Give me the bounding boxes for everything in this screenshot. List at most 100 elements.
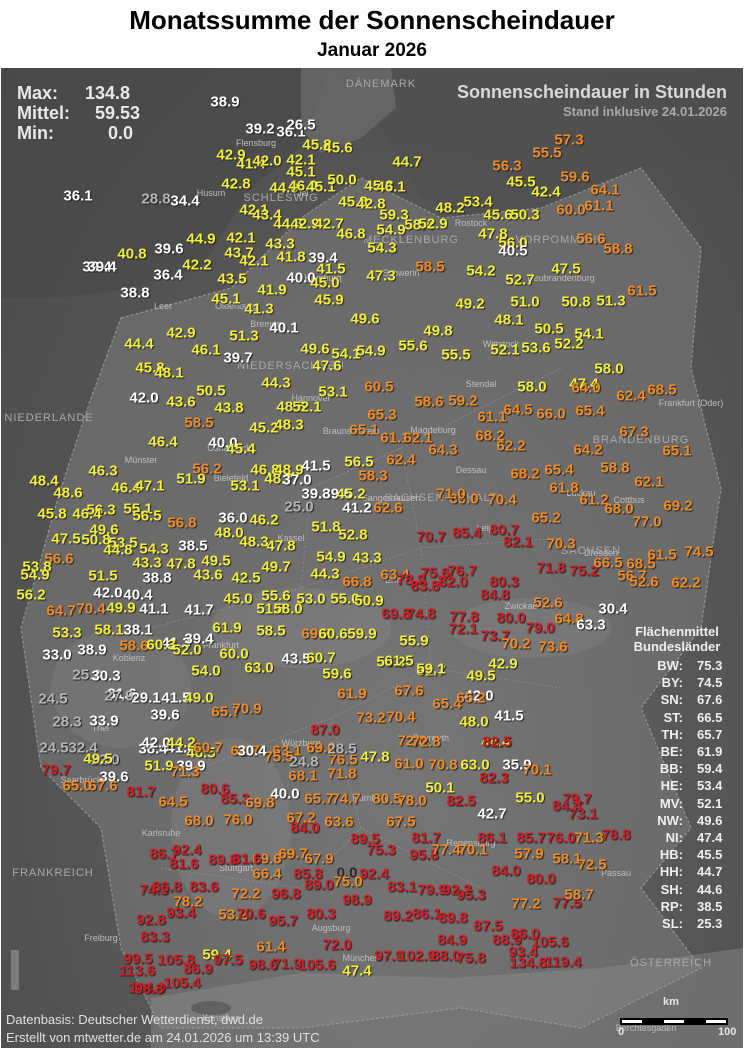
place-label: Braunschweig <box>322 426 380 436</box>
station-value: 59.6 <box>322 665 352 683</box>
station-value: 52.2 <box>554 335 584 353</box>
station-value: 45.5 <box>506 173 536 191</box>
station-value: 45.1 <box>286 163 316 181</box>
station-value: 42.2 <box>182 256 212 274</box>
place-label: Osnabrück <box>207 443 251 453</box>
station-value: 28.3 <box>52 713 82 731</box>
station-value: 58.0 <box>517 378 547 396</box>
station-value: 51.9 <box>176 470 206 488</box>
station-value: 84.9 <box>437 931 467 949</box>
station-value: 86.9 <box>183 960 213 978</box>
station-value: 97.9 <box>374 947 404 965</box>
place-label: Kiel <box>293 188 309 198</box>
station-value: 49.5 <box>466 667 496 685</box>
station-value: 65.3 <box>367 406 397 424</box>
station-value: 82.5 <box>482 733 512 751</box>
region-label: MECKLENBURG <box>363 234 459 246</box>
region-label: BRANDENBURG <box>592 434 690 446</box>
station-value: 56.3 <box>492 157 522 175</box>
station-value: 40.0 <box>270 785 300 803</box>
station-value: 48.0 <box>214 524 244 542</box>
station-value: 41.3 <box>244 300 274 318</box>
station-value: 61.9 <box>337 685 367 703</box>
station-value: 42.5 <box>231 569 261 587</box>
station-value: 50.8 <box>561 293 591 311</box>
station-value: 52.1 <box>292 398 322 416</box>
legend-value: 44.6 <box>697 881 723 897</box>
station-value: 79.0 <box>525 619 555 637</box>
station-value: 76.7 <box>447 562 477 580</box>
station-value: 71.3 <box>574 829 604 847</box>
station-value: 78.8 <box>601 826 631 844</box>
station-value: 84.0 <box>491 862 521 880</box>
station-value: 42.0 <box>464 687 494 705</box>
station-value: 52.1 <box>490 341 520 359</box>
station-value: 58.5 <box>256 622 286 640</box>
station-value: 50.3 <box>510 206 540 224</box>
station-value: 48.2 <box>435 199 465 217</box>
station-value: 52.9 <box>418 215 448 233</box>
station-value: 0.0 <box>336 864 358 882</box>
station-value: 66.5 <box>593 554 623 572</box>
legend-value: 61.9 <box>697 744 723 759</box>
station-value: 105.4 <box>163 974 201 992</box>
station-value: 29.1 <box>131 689 161 707</box>
station-value: 46.1 <box>191 341 221 359</box>
station-value: 58.3 <box>358 467 388 485</box>
station-value: 48.0 <box>459 713 489 731</box>
place-label: Passau <box>600 868 632 878</box>
station-value: 40.8 <box>117 245 147 263</box>
station-value: 39.6 <box>99 768 129 786</box>
station-value: 83.8 <box>410 577 440 595</box>
station-value: 59.3 <box>379 206 409 224</box>
station-value: 134.8 <box>509 954 547 972</box>
station-value: 56.5 <box>132 507 162 525</box>
station-value: 51.0 <box>510 293 540 311</box>
place-label: Flensburg <box>235 138 277 148</box>
place-label: Bremen <box>250 319 282 329</box>
legend-value: 75.3 <box>697 658 723 673</box>
station-value: 70.4 <box>487 491 517 509</box>
place-label: Stendal <box>465 379 497 389</box>
place-label: München <box>342 953 380 963</box>
station-value: 67.2 <box>286 809 316 827</box>
station-value: 56.2 <box>16 586 46 604</box>
legend-state: BE: <box>660 744 683 759</box>
station-value: 52.6 <box>533 594 563 612</box>
station-value: 79.7 <box>41 761 71 779</box>
mean-value: 59.53 <box>95 103 141 123</box>
station-value: 68.5 <box>647 381 677 399</box>
station-value: 74.3 <box>139 881 169 899</box>
station-value: 45.1 <box>306 178 336 196</box>
place-label: Dresden <box>583 548 619 558</box>
station-value: 57.3 <box>554 131 584 149</box>
station-value: 64.5 <box>503 401 533 419</box>
station-value: 59.1 <box>416 660 446 678</box>
station-value: 86.1 <box>477 829 507 847</box>
station-value: 44.4 <box>124 335 154 353</box>
station-value: 64.2 <box>573 441 603 459</box>
station-value: 49.6 <box>300 340 330 358</box>
station-value: 72.0 <box>397 732 427 750</box>
station-value: 104.0 <box>128 979 166 997</box>
station-value: 44.0 <box>269 179 299 197</box>
station-value: 46.0 <box>288 177 318 195</box>
station-value: 56.5 <box>344 453 374 471</box>
station-value: 51.3 <box>596 292 626 310</box>
station-value: 48.6 <box>53 484 83 502</box>
station-value: 48.3 <box>239 533 269 551</box>
station-value: 54.3 <box>367 239 397 257</box>
station-value: 70.7 <box>416 528 446 546</box>
station-value: 50.0 <box>327 171 357 189</box>
station-value: 52.8 <box>338 526 368 544</box>
region-label: DÄNEMARK <box>345 78 417 90</box>
station-value: 73.2 <box>356 709 386 727</box>
station-value: 86.0 <box>510 925 540 943</box>
station-value: 82.5 <box>446 792 476 810</box>
station-value: 65.1 <box>349 421 379 439</box>
station-value: 52.0 <box>172 641 202 659</box>
station-value: 70.1 <box>458 841 488 859</box>
station-value: 70.3 <box>546 535 576 553</box>
station-value: 52.7 <box>505 271 535 289</box>
station-value: 47.4 <box>569 375 599 393</box>
